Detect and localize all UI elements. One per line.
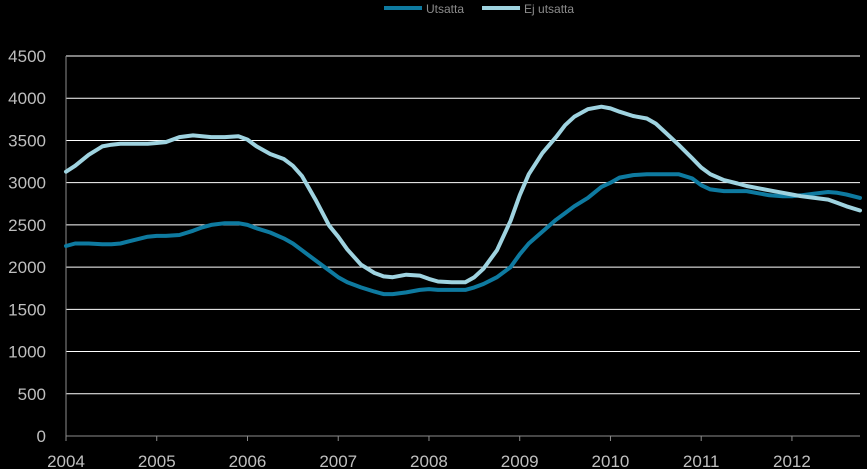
legend: Utsatta Ej utsatta: [384, 2, 574, 16]
y-tick-label: 500: [18, 385, 46, 404]
y-tick-label: 0: [37, 427, 46, 446]
x-tick-label: 2010: [592, 452, 630, 469]
y-tick-label: 2500: [8, 216, 46, 235]
legend-label: Ej utsatta: [524, 2, 574, 16]
y-tick-label: 3000: [8, 174, 46, 193]
axes: [65, 56, 860, 441]
x-tick-labels: 2004 2005 2006 2007 2008 2009 2010 2011 2012: [47, 452, 811, 469]
y-tick-label: 1500: [8, 300, 46, 319]
y-tick-labels: 0 500 1000 1500 2000 2500 3000 3500 4000 4500: [8, 47, 46, 446]
gridlines: [66, 55, 860, 395]
y-tick-label: 1000: [8, 343, 46, 362]
x-tick-label: 2007: [319, 452, 357, 469]
x-tick-label: 2006: [229, 452, 267, 469]
x-tick-label: 2011: [683, 452, 720, 469]
series-lines: [64, 104, 862, 297]
y-tick-label: 4500: [8, 47, 46, 66]
y-tick-label: 4000: [8, 89, 46, 108]
x-tick-label: 2012: [773, 452, 811, 469]
series-line-utsatta: [64, 172, 862, 297]
x-tick-label: 2004: [47, 452, 85, 469]
x-tick-label: 2005: [138, 452, 176, 469]
x-tick-label: 2009: [501, 452, 539, 469]
y-tick-label: 2000: [8, 258, 46, 277]
series-line-ej-utsatta: [64, 104, 862, 285]
legend-label: Utsatta: [426, 2, 464, 16]
x-tick-label: 2008: [410, 452, 448, 469]
y-tick-label: 3500: [8, 131, 46, 150]
